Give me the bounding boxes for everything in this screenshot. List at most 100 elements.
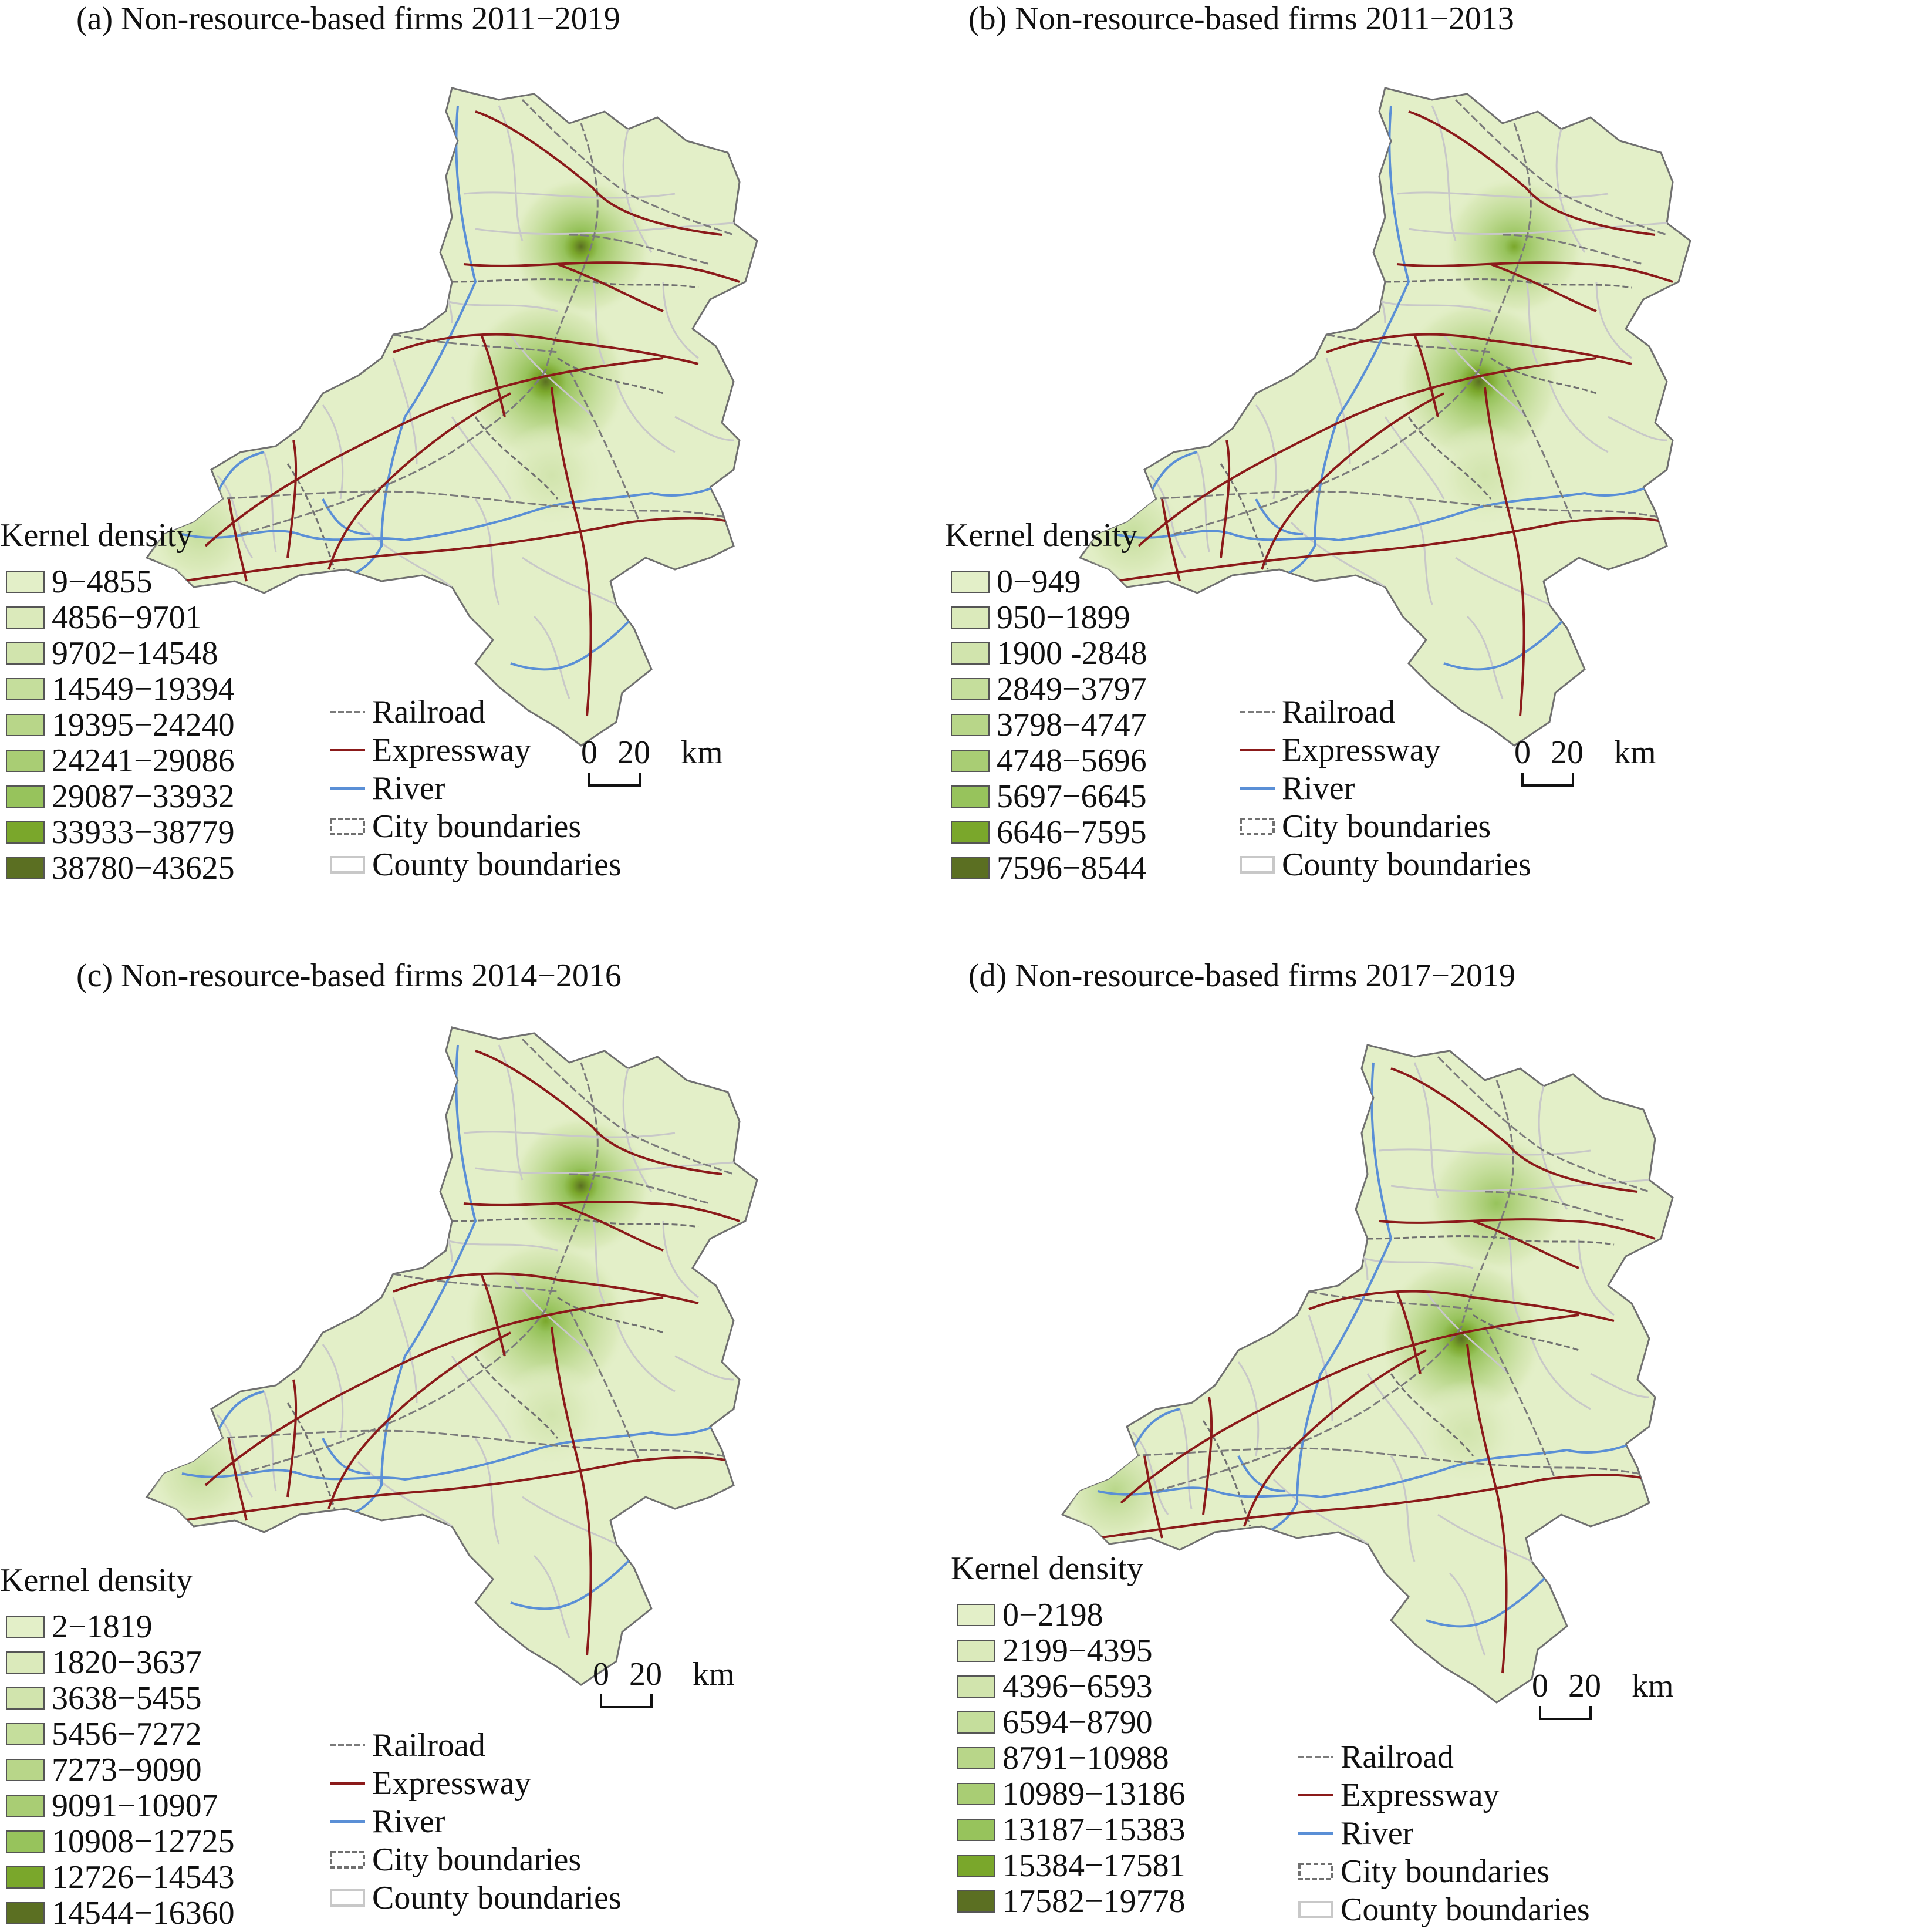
kernel-density-map (1061, 1044, 1674, 1704)
city-boundary (451, 278, 699, 289)
river (1149, 451, 1198, 494)
county-boundary (1149, 474, 1187, 558)
legend-class-item: 6646−7595 (951, 814, 1147, 851)
scale-zero-label: 0 (593, 1656, 609, 1692)
railroad (521, 99, 734, 236)
legend-class-item: 33933−38779 (6, 814, 235, 851)
legend-class-item: 13187−15383 (957, 1812, 1186, 1848)
map-symbol-legend: Railroad Expressway River City boundaries Co… (329, 1726, 622, 1917)
kernel-density-map (145, 1026, 758, 1686)
scale-twenty-label: 20 (617, 734, 650, 771)
legend-class-label: 1900 -2848 (997, 635, 1147, 672)
expressway (204, 1296, 664, 1486)
city-boundary (451, 1218, 699, 1228)
expressway (1261, 392, 1444, 570)
county-boundary (216, 1414, 254, 1498)
density-hotspot-south-town (499, 423, 605, 528)
county-boundary (1437, 1513, 1532, 1563)
river-symbol (330, 1820, 365, 1823)
legend-symbol-label: County boundaries (1341, 1891, 1590, 1928)
scale-twenty-label: 20 (1551, 734, 1584, 771)
expressway (181, 517, 734, 582)
county-boundary (674, 416, 734, 441)
county-boundary (1531, 1338, 1591, 1410)
density-hotspot-north-city (511, 176, 651, 317)
railroad (568, 369, 641, 523)
legend-class-label: 9702−14548 (52, 635, 218, 672)
expressway (1120, 1314, 1579, 1504)
county-boundary-symbol (330, 1889, 365, 1907)
railroad (1454, 99, 1667, 236)
county-boundary (509, 334, 594, 418)
kernel-density-map (145, 87, 758, 747)
legend-symbol-item: Expressway (1297, 1776, 1590, 1814)
legend-class-item: 24241−29086 (6, 743, 235, 779)
river (322, 498, 370, 535)
legend-symbol-label: Railroad (1341, 1738, 1454, 1775)
legend-class-label: 4396−6593 (1002, 1668, 1153, 1705)
city-boundary (557, 1296, 664, 1334)
county-boundary (357, 521, 453, 588)
river (181, 480, 728, 542)
railroad (568, 1309, 641, 1462)
scale-zero-label: 0 (581, 734, 597, 771)
legend-symbol-label: Expressway (1282, 731, 1441, 768)
legend-class-item: 3798−4747 (951, 707, 1147, 743)
legend-swatch (957, 1675, 995, 1698)
county-boundary (662, 281, 699, 359)
legend-class-item: 9702−14548 (6, 635, 235, 672)
county-boundary (1525, 275, 1539, 365)
city-boundary (1490, 357, 1597, 395)
county-boundary (263, 451, 277, 552)
railroad-symbol (1240, 710, 1275, 713)
legend-swatch (6, 1901, 45, 1924)
legend-swatch (951, 749, 990, 772)
expressway-symbol (330, 748, 365, 751)
county-boundary (615, 1320, 676, 1392)
kernel-density-legend: 9−4855 4856−9701 9702−14548 14549−19394 1939… (6, 564, 235, 886)
county-boundary (522, 1496, 617, 1545)
kernel-density-legend: 0−2198 2199−4395 4396−6593 6594−8790 8791−10… (957, 1597, 1186, 1920)
county-boundary (1390, 1179, 1650, 1192)
legend-swatch (957, 1890, 995, 1913)
legend-swatch (6, 1830, 45, 1853)
county-boundary (263, 1391, 277, 1492)
county-boundary (1379, 1148, 1591, 1156)
county-boundary (322, 1344, 344, 1439)
legend-class-item: 19395−24240 (6, 707, 235, 743)
river-symbol (330, 787, 365, 790)
expressway (1326, 333, 1632, 365)
river (1115, 480, 1662, 542)
panel-title: (c) Non-resource-based firms 2014−2016 (76, 957, 622, 994)
legend-swatch (6, 1651, 45, 1674)
railroad (569, 234, 711, 265)
scale-bar-line (1521, 773, 1574, 787)
legend-symbol-item: Railroad (329, 1726, 622, 1764)
legend-swatch (6, 606, 45, 629)
legend-swatch (6, 1794, 45, 1817)
kernel-density-legend-title: Kernel density (0, 517, 193, 554)
county-boundary (1290, 521, 1386, 588)
city-boundary-symbol (330, 817, 365, 835)
legend-symbol-label: County boundaries (372, 1879, 622, 1916)
legend-class-item: 6594−8790 (957, 1704, 1186, 1741)
county-boundary (1466, 615, 1504, 699)
expressway (1473, 1220, 1579, 1269)
legend-class-label: 2−1819 (52, 1608, 153, 1645)
legend-swatch (6, 677, 45, 700)
legend-symbol-label: River (372, 1803, 445, 1840)
city-boundary (1385, 278, 1632, 289)
expressway (393, 1272, 699, 1304)
legend-class-item: 1900 -2848 (951, 635, 1147, 672)
river (1255, 498, 1304, 535)
legend-swatch (6, 1758, 45, 1781)
city-boundary-symbol (1298, 1862, 1333, 1880)
legend-symbol-label: County boundaries (372, 846, 622, 883)
panel-d: (d) Non-resource-based firms 2017−2019 Ke… (933, 957, 1907, 1928)
legend-symbol-item: Expressway (329, 1764, 622, 1802)
legend-swatch (6, 570, 45, 593)
legend-symbol-label: Railroad (372, 693, 485, 730)
legend-swatch (6, 1615, 45, 1638)
expressway (1243, 1349, 1427, 1527)
county-boundary (615, 381, 676, 453)
